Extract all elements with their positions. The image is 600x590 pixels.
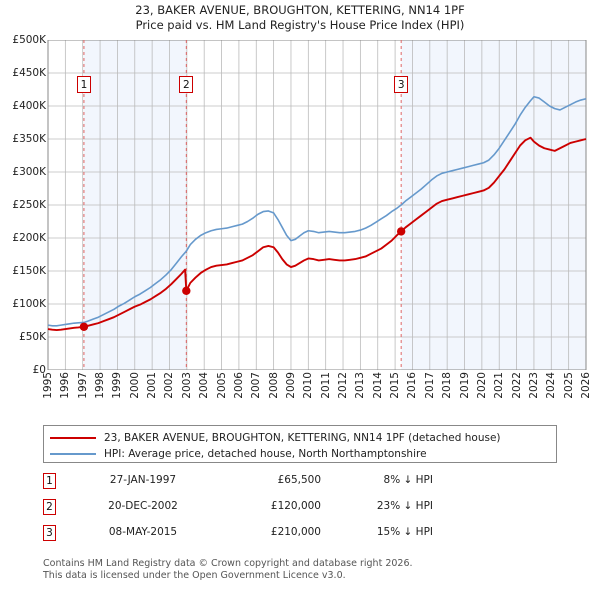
y-axis-labels: £0 £50K £100K £150K £200K £250K £300K £350K £400…	[0, 34, 46, 376]
y-axis-tick-label: £150K	[12, 265, 46, 277]
series-line-hpi	[47, 95, 587, 327]
page-title: 23, BAKER AVENUE, BROUGHTON, KETTERING, …	[0, 3, 600, 33]
txn-date: 27-JAN-1997	[109, 474, 177, 486]
x-axis-tick-label: 2019	[458, 372, 471, 399]
x-axis-tick-label: 1996	[59, 372, 72, 399]
txn-date: 08-MAY-2015	[108, 526, 178, 538]
legend-swatch-price-paid	[50, 436, 96, 439]
transaction-point	[182, 286, 191, 295]
y-axis-tick-label: £350K	[12, 133, 46, 145]
series-line-price-paid	[47, 136, 587, 332]
legend-label-hpi: HPI: Average price, detached house, Nort…	[104, 447, 427, 460]
transaction-point	[79, 322, 89, 331]
transaction-point	[396, 227, 406, 236]
x-axis-tick-label: 2013	[354, 372, 367, 399]
event-marker-box: 3	[394, 76, 409, 93]
x-axis-tick-label: 2002	[163, 372, 176, 399]
x-axis-tick-label: 2025	[562, 372, 575, 399]
txn-price: £65,500	[277, 474, 321, 486]
table-row: 2 20-DEC-2002 £120,000 23% ↓ HPI	[43, 496, 563, 522]
txn-marker-number: 2	[43, 499, 56, 515]
y-axis-tick-label: £0	[32, 364, 46, 376]
x-axis-tick-label: 2015	[389, 372, 402, 399]
y-axis-tick-label: £400K	[12, 100, 46, 112]
y-axis-tick-label: £300K	[12, 166, 46, 178]
x-axis-tick-label: 2001	[146, 372, 159, 399]
event-marker-box: 2	[179, 76, 194, 93]
x-axis-tick-label: 1999	[111, 372, 124, 399]
legend-label-price-paid: 23, BAKER AVENUE, BROUGHTON, KETTERING, …	[104, 431, 501, 444]
x-axis-tick-label: 2026	[580, 372, 592, 399]
x-axis-tick-label: 2006	[232, 372, 245, 399]
x-axis-tick-label: 2016	[406, 372, 419, 399]
txn-hpi-delta: 23% ↓ HPI	[376, 500, 433, 512]
table-row: 1 27-JAN-1997 £65,500 8% ↓ HPI	[43, 470, 563, 496]
txn-marker-number: 1	[43, 473, 56, 489]
y-axis-tick-label: £500K	[12, 34, 46, 46]
x-axis-tick-label: 2000	[128, 372, 141, 399]
txn-date: 20-DEC-2002	[108, 500, 178, 512]
x-axis-tick-label: 1997	[76, 372, 89, 399]
txn-hpi-delta: 15% ↓ HPI	[376, 526, 433, 538]
x-axis-tick-label: 2021	[493, 372, 506, 399]
txn-hpi-delta: 8% ↓ HPI	[383, 474, 433, 486]
x-axis-tick-label: 1995	[42, 372, 54, 399]
txn-price: £120,000	[270, 500, 321, 512]
x-axis-tick-label: 2010	[302, 372, 315, 399]
x-axis-tick-label: 2008	[267, 372, 280, 399]
x-axis-tick-label: 2014	[371, 372, 384, 399]
transactions-table: 1 27-JAN-1997 £65,500 8% ↓ HPI 2 20-DEC-…	[43, 470, 563, 548]
footer-line-1: Contains HM Land Registry data © Crown c…	[43, 558, 413, 569]
x-axis-tick-label: 2022	[510, 372, 523, 399]
x-axis-tick-label: 2009	[284, 372, 297, 399]
y-axis-tick-label: £250K	[12, 199, 46, 211]
table-row: 3 08-MAY-2015 £210,000 15% ↓ HPI	[43, 522, 563, 548]
x-axis-tick-label: 2018	[441, 372, 454, 399]
x-axis-tick-label: 2024	[545, 372, 558, 399]
y-axis-tick-label: £50K	[19, 331, 46, 343]
chart-plot-area	[0, 40, 600, 370]
legend-swatch-hpi	[50, 452, 96, 455]
legend-item-price-paid: 23, BAKER AVENUE, BROUGHTON, KETTERING, …	[50, 429, 501, 446]
x-axis-labels: 1995 1996 1997 1998 1999 2000 2001 2002 2003 2004…	[0, 372, 600, 412]
footer-attribution: Contains HM Land Registry data © Crown c…	[43, 558, 583, 581]
y-axis-tick-label: £100K	[12, 298, 46, 310]
x-axis-tick-label: 1998	[94, 372, 107, 399]
x-axis-tick-label: 2012	[337, 372, 350, 399]
legend-item-hpi: HPI: Average price, detached house, Nort…	[50, 445, 427, 462]
x-axis-tick-label: 2004	[198, 372, 211, 399]
x-axis-tick-label: 2023	[527, 372, 540, 399]
txn-price: £210,000	[270, 526, 321, 538]
y-axis-tick-label: £200K	[12, 232, 46, 244]
event-marker-box: 1	[76, 76, 91, 93]
txn-marker-number: 3	[43, 525, 56, 541]
chart-legend: 23, BAKER AVENUE, BROUGHTON, KETTERING, …	[43, 425, 557, 463]
title-line-2: Price paid vs. HM Land Registry's House …	[135, 18, 465, 32]
x-axis-tick-label: 2003	[180, 372, 193, 399]
title-line-1: 23, BAKER AVENUE, BROUGHTON, KETTERING, …	[135, 3, 465, 17]
x-axis-tick-label: 2020	[475, 372, 488, 399]
x-axis-tick-label: 2017	[423, 372, 436, 399]
plot-frame	[47, 40, 587, 370]
x-axis-tick-label: 2011	[319, 372, 332, 399]
x-axis-tick-label: 2005	[215, 372, 228, 399]
chart-svg	[47, 40, 587, 370]
x-axis-tick-label: 2007	[250, 372, 263, 399]
footer-line-2: This data is licensed under the Open Gov…	[43, 569, 346, 581]
y-axis-tick-label: £450K	[12, 67, 46, 79]
